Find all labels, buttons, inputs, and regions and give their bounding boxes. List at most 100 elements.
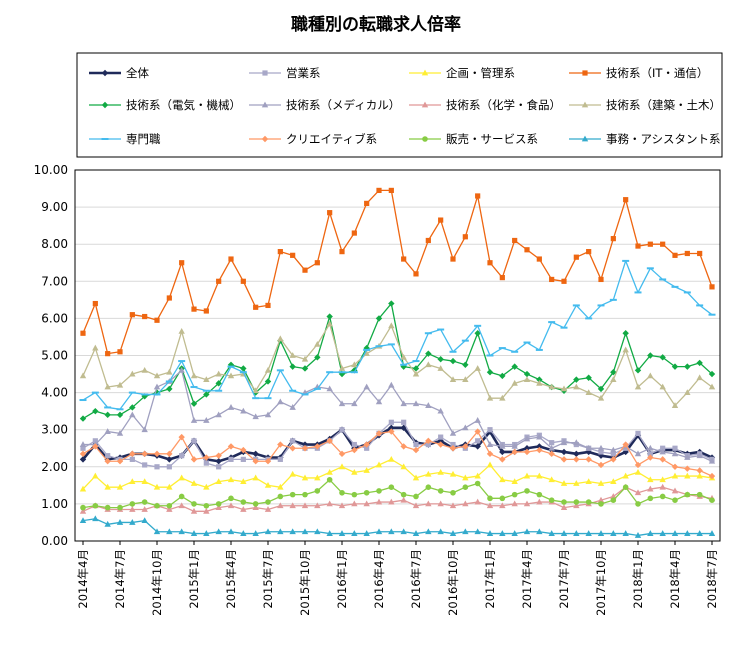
data-point	[338, 463, 346, 470]
data-point	[585, 478, 592, 485]
data-point	[449, 502, 457, 509]
data-point	[684, 472, 691, 479]
data-point	[375, 315, 383, 322]
x-tick-label: 2014年10月	[150, 549, 164, 616]
data-point	[252, 474, 259, 481]
data-point	[549, 276, 555, 283]
data-point	[437, 488, 444, 494]
legend-marker	[101, 101, 109, 109]
data-point	[178, 474, 185, 481]
data-point	[301, 365, 309, 372]
data-point	[474, 498, 481, 505]
series-layer	[79, 187, 716, 538]
data-point	[573, 502, 580, 509]
data-point	[129, 456, 135, 462]
data-point	[129, 370, 136, 377]
data-point	[363, 467, 370, 473]
data-point	[486, 368, 494, 376]
data-point	[179, 453, 185, 459]
data-point	[253, 304, 259, 310]
data-point	[190, 456, 198, 463]
data-point	[302, 491, 308, 498]
data-point	[400, 443, 407, 450]
data-point	[289, 445, 296, 452]
data-point	[634, 461, 642, 469]
data-point	[672, 445, 678, 451]
data-point	[634, 468, 642, 475]
data-point	[437, 365, 444, 371]
data-point	[647, 352, 654, 359]
data-point	[117, 349, 123, 355]
data-point	[462, 361, 469, 368]
series-10	[80, 476, 715, 511]
data-point	[487, 495, 493, 502]
data-point	[597, 385, 605, 393]
data-point	[647, 451, 653, 457]
data-point	[511, 448, 518, 456]
data-point	[708, 472, 716, 480]
data-point	[622, 330, 629, 337]
data-point	[610, 446, 617, 453]
data-point	[79, 372, 87, 379]
data-point	[215, 458, 222, 465]
data-point	[104, 483, 111, 490]
data-point	[412, 530, 420, 536]
data-point	[486, 394, 494, 401]
data-point	[511, 379, 518, 386]
data-point	[141, 426, 148, 433]
data-point	[548, 450, 555, 458]
data-point	[80, 504, 86, 511]
data-point	[659, 530, 666, 536]
series-0	[79, 424, 716, 465]
y-tick-label: 6.00	[41, 311, 68, 325]
legend-marker	[262, 70, 268, 76]
x-tick-label: 2017年7月	[557, 549, 571, 609]
data-point	[425, 500, 432, 507]
data-point	[326, 320, 333, 327]
data-point	[684, 389, 691, 395]
series-2	[79, 455, 716, 492]
data-point	[104, 411, 111, 419]
data-point	[449, 357, 457, 365]
data-point	[388, 187, 394, 194]
data-point	[671, 363, 679, 370]
data-point	[129, 404, 136, 411]
data-point	[190, 530, 198, 536]
data-point	[92, 344, 99, 351]
data-point	[634, 367, 642, 374]
data-point	[425, 441, 431, 448]
x-tick-label: 2017年4月	[520, 549, 534, 609]
data-point	[549, 440, 555, 446]
data-point	[351, 361, 358, 368]
data-point	[227, 443, 235, 450]
data-point	[622, 346, 629, 353]
data-point	[92, 438, 98, 444]
data-point	[364, 200, 370, 206]
data-point	[696, 359, 703, 367]
data-point	[264, 506, 272, 512]
data-point	[227, 502, 235, 509]
series-line	[82, 260, 713, 410]
data-point	[277, 528, 284, 535]
data-point	[351, 500, 358, 507]
data-point	[536, 472, 543, 479]
data-point	[486, 530, 494, 536]
data-point	[351, 400, 358, 407]
data-point	[511, 363, 518, 370]
data-point	[401, 256, 407, 262]
data-point	[166, 502, 173, 509]
data-point	[499, 495, 506, 502]
data-point	[647, 485, 654, 492]
data-point	[264, 366, 272, 373]
data-point	[153, 483, 161, 490]
data-point	[166, 295, 172, 301]
data-point	[338, 530, 346, 536]
data-point	[499, 274, 505, 281]
data-point	[400, 463, 407, 470]
data-point	[252, 450, 259, 458]
data-point	[252, 530, 259, 536]
data-point	[560, 480, 568, 486]
x-tick-label: 2018年1月	[631, 549, 645, 609]
legend-item: 全体	[89, 66, 149, 80]
